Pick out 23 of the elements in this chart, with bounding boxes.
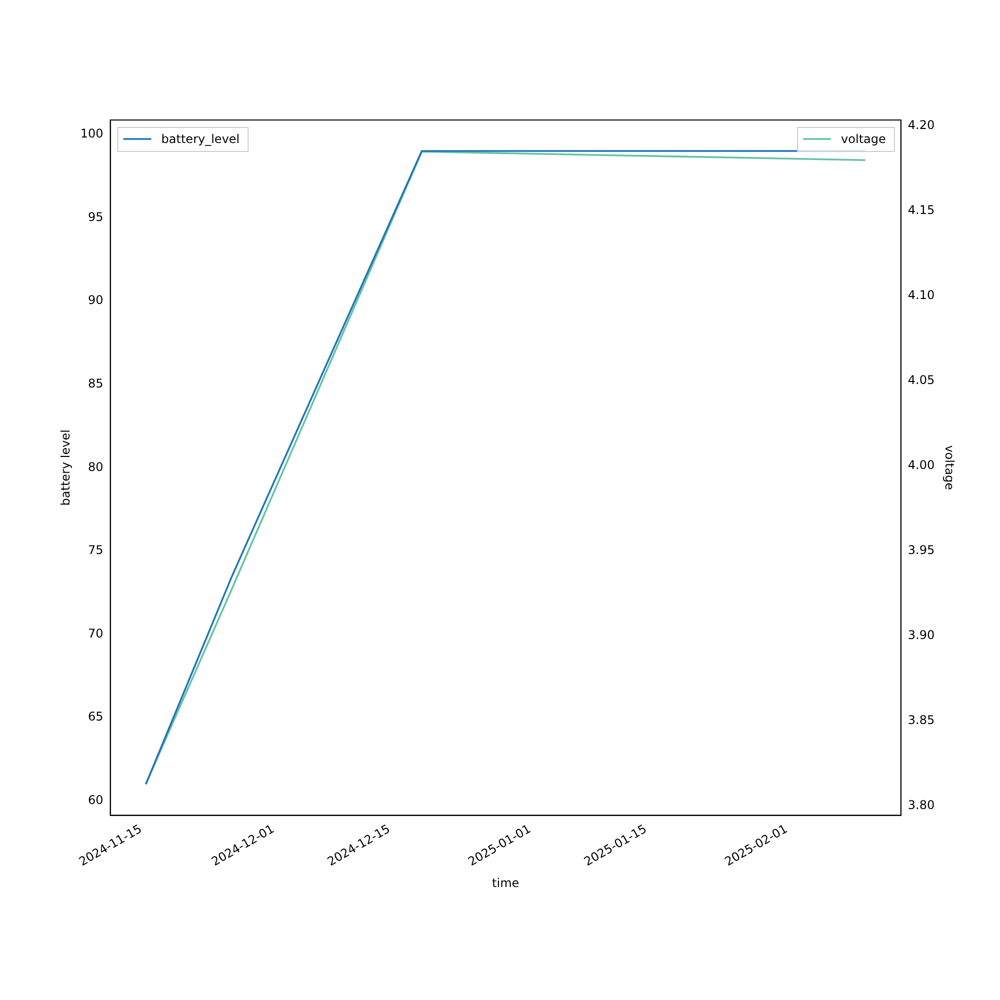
- y-tick-label: 70: [88, 626, 104, 640]
- y-axis-title: battery level: [58, 430, 72, 506]
- legend-label: voltage: [841, 132, 886, 146]
- y-tick-label: 75: [88, 543, 104, 558]
- y2-tick-label: 4.00: [908, 458, 935, 472]
- y-tick-label: 65: [88, 710, 104, 724]
- y2-tick-label: 4.10: [908, 288, 935, 302]
- y-tick-label: 60: [88, 793, 104, 808]
- x-axis-title: time: [492, 876, 520, 890]
- y2-tick-label: 3.85: [908, 713, 935, 728]
- y2-axis-title: voltage: [942, 445, 957, 490]
- y2-tick-label: 3.80: [908, 798, 935, 812]
- y2-tick-label: 4.05: [908, 373, 935, 388]
- y-tick-label: 100: [80, 126, 104, 140]
- y-tick-label: 80: [88, 460, 104, 474]
- y2-tick-label: 4.15: [908, 203, 935, 218]
- y-tick-label: 90: [88, 293, 104, 308]
- y2-tick-label: 3.95: [908, 543, 935, 558]
- y2-tick-label: 4.20: [908, 118, 935, 132]
- legend-label: battery_level: [161, 132, 240, 146]
- y-tick-label: 95: [88, 210, 104, 224]
- y-tick-label: 85: [88, 376, 104, 390]
- y2-tick-label: 3.90: [908, 628, 935, 642]
